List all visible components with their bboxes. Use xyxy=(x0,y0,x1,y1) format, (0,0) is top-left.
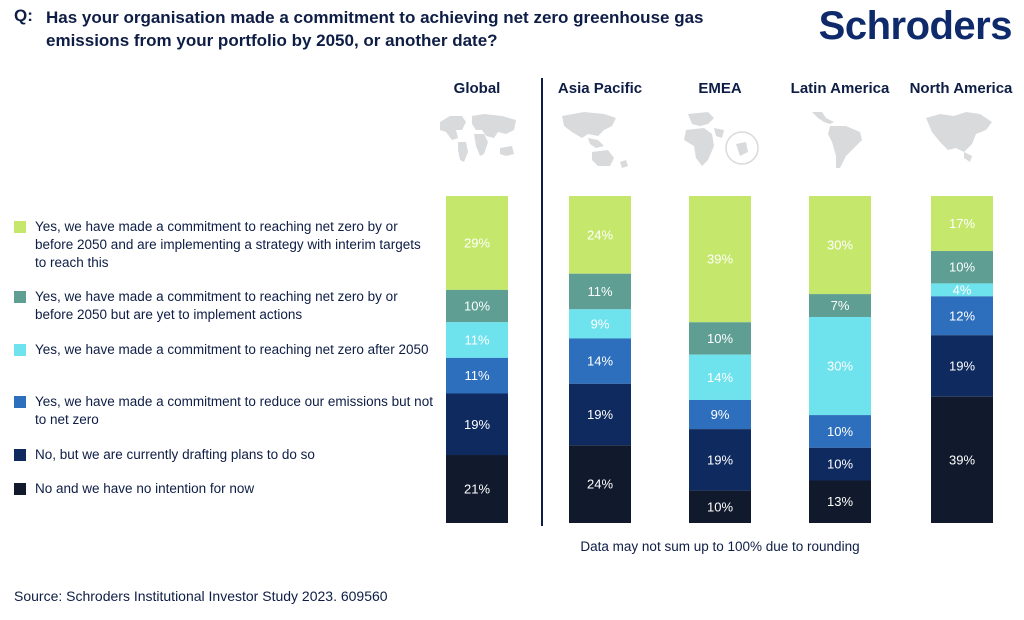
legend-item: No, but we are currently drafting plans … xyxy=(14,446,434,464)
bar-segment-label: 13% xyxy=(827,494,853,509)
legend-item: Yes, we have made a commitment to reachi… xyxy=(14,341,434,359)
bar-segment xyxy=(446,322,508,358)
bar-segment xyxy=(809,415,871,448)
bar-segment-label: 17% xyxy=(949,216,975,231)
bar-segment-label: 9% xyxy=(711,407,730,422)
bar-segment-label: 39% xyxy=(707,252,733,267)
region-title-latin-america: Latin America xyxy=(790,80,890,97)
legend-item: No and we have no intention for now xyxy=(14,480,434,498)
bar-segment-label: 19% xyxy=(707,452,733,467)
bar-segment xyxy=(931,283,993,297)
bar-segment-label: 30% xyxy=(827,359,853,374)
legend-label: Yes, we have made a commitment to reachi… xyxy=(35,219,421,270)
bar-segment-label: 24% xyxy=(587,477,613,492)
bar-segment-label: 4% xyxy=(953,282,972,297)
bar-segment xyxy=(446,393,508,456)
legend-swatch xyxy=(14,396,26,408)
bar-segment xyxy=(931,251,993,284)
legend-swatch xyxy=(14,291,26,303)
bar-segment-label: 11% xyxy=(464,333,489,348)
bar-segment xyxy=(689,322,751,355)
bar-segment xyxy=(931,296,993,336)
bar-segment-label: 9% xyxy=(591,316,610,331)
legend-swatch xyxy=(14,483,26,495)
bar-segment-label: 24% xyxy=(587,227,613,242)
legend-label: Yes, we have made a commitment to reachi… xyxy=(35,342,429,357)
legend-item: Yes, we have made a commitment to reachi… xyxy=(14,288,434,324)
region-divider xyxy=(541,78,543,526)
bar-segment-label: 39% xyxy=(949,452,975,467)
schroders-logo: Schroders xyxy=(818,4,1013,48)
bar-segment xyxy=(931,396,993,523)
bar-segment xyxy=(689,399,751,430)
legend-item: Yes, we have made a commitment to reduce… xyxy=(14,393,434,429)
bar-segment-label: 19% xyxy=(949,358,975,373)
bar-segment xyxy=(569,273,631,310)
bar-segment-label: 12% xyxy=(949,308,975,323)
legend-label: No, but we are currently drafting plans … xyxy=(35,447,315,462)
bar-segment xyxy=(446,196,508,290)
bar-segment-label: 10% xyxy=(827,424,853,439)
bar-segment-label: 19% xyxy=(587,407,613,422)
bar-segment xyxy=(446,357,508,394)
bar-segment xyxy=(569,383,631,446)
region-title-north-america: North America xyxy=(909,80,1013,97)
bar-segment xyxy=(689,196,751,323)
bar-segment xyxy=(809,294,871,317)
region-title-emea: EMEA xyxy=(698,80,742,97)
legend-label: Yes, we have made a commitment to reachi… xyxy=(35,289,398,322)
bar-segment-label: 7% xyxy=(831,298,850,313)
bar-segment xyxy=(569,309,631,339)
legend-label: Yes, we have made a commitment to reduce… xyxy=(35,394,433,427)
bar-segment-label: 21% xyxy=(464,482,490,497)
bar-segment xyxy=(931,196,993,252)
bar-segment xyxy=(689,490,751,523)
world-map-icon xyxy=(440,114,516,162)
bar-segment-label: 14% xyxy=(707,370,733,385)
north-america-map-icon xyxy=(926,112,992,162)
bar-segment xyxy=(689,429,751,491)
region-title-asia-pacific: Asia Pacific xyxy=(557,80,643,97)
bar-segment-label: 19% xyxy=(464,417,490,432)
latin-america-map-icon xyxy=(812,112,862,168)
bar-segment xyxy=(569,445,631,523)
legend-label: No and we have no intention for now xyxy=(35,481,255,496)
bar-segment xyxy=(446,455,508,523)
question-title: Has your organisation made a commitment … xyxy=(46,8,704,50)
bar-segment xyxy=(809,196,871,295)
source-footnote: Source: Schroders Institutional Investor… xyxy=(14,588,388,604)
legend-swatch xyxy=(14,344,26,356)
bar-segment-label: 11% xyxy=(464,368,489,383)
bar-segment-label: 10% xyxy=(707,331,733,346)
bar-segment xyxy=(809,480,871,523)
bar-segment xyxy=(569,338,631,384)
legend-swatch xyxy=(14,449,26,461)
bar-segment-label: 10% xyxy=(949,260,975,275)
bar-segment xyxy=(689,354,751,400)
bar-segment xyxy=(446,289,508,323)
legend-swatch xyxy=(14,221,26,233)
bar-segment-label: 11% xyxy=(587,284,612,299)
bar-segment-label: 10% xyxy=(464,299,490,314)
bar-segment xyxy=(809,447,871,481)
region-title-global: Global xyxy=(453,80,501,97)
emea-map-icon xyxy=(684,112,759,166)
bar-segment-label: 14% xyxy=(587,354,613,369)
bar-segment-label: 29% xyxy=(464,235,490,250)
asia-pacific-map-icon xyxy=(562,112,628,168)
rounding-note: Data may not sum up to 100% due to round… xyxy=(580,539,860,554)
bar-segment xyxy=(809,316,871,416)
bar-segment-label: 30% xyxy=(827,238,853,253)
question-prefix: Q: xyxy=(14,6,33,25)
bar-segment xyxy=(931,335,993,397)
bar-segment-label: 10% xyxy=(827,457,853,472)
legend-item: Yes, we have made a commitment to reachi… xyxy=(14,218,434,272)
bar-segment-label: 10% xyxy=(707,499,733,514)
bar-segment xyxy=(569,196,631,274)
